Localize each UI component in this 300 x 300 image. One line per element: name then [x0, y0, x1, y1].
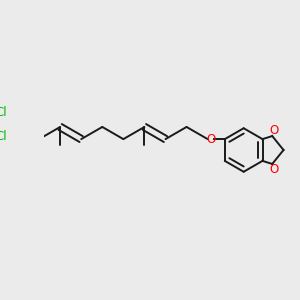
Text: O: O: [269, 163, 278, 176]
Text: O: O: [206, 133, 215, 146]
Text: O: O: [269, 124, 278, 137]
Text: Cl: Cl: [0, 130, 7, 143]
Text: Cl: Cl: [0, 106, 7, 119]
